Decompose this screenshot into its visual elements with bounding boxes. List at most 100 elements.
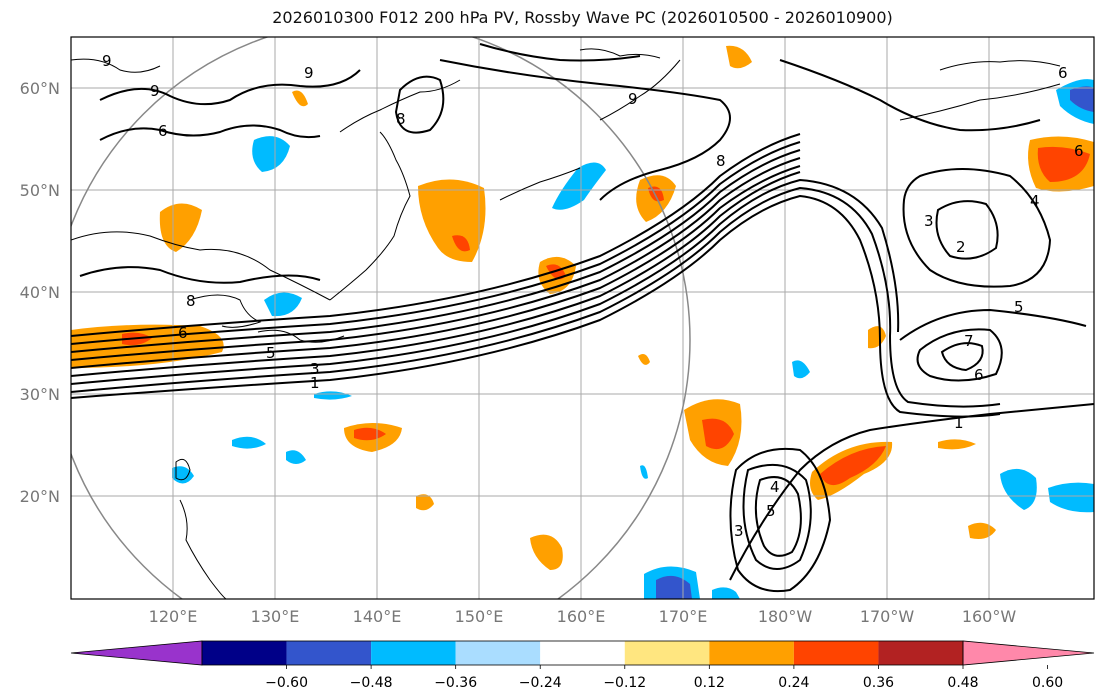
contour-label: 1 xyxy=(954,414,964,432)
colorbar-segment xyxy=(286,641,372,665)
contour-6 xyxy=(71,157,801,361)
lon-label: 150°E xyxy=(455,607,504,626)
contour-23 xyxy=(79,266,321,284)
contour-label: 9 xyxy=(150,82,160,100)
contour-12 xyxy=(902,168,1052,288)
contour-10 xyxy=(439,59,731,201)
contour-label: 9 xyxy=(304,64,314,82)
neg-anomaly-2 xyxy=(264,292,302,317)
contour-9 xyxy=(71,133,801,337)
contour-15 xyxy=(916,328,1003,382)
coastlines xyxy=(71,48,1061,599)
lat-label: 30°N xyxy=(20,385,60,404)
colorbar-tick-label: 0.24 xyxy=(778,675,809,691)
pos-anomaly-9-core xyxy=(702,418,734,450)
contour-label: 5 xyxy=(266,344,276,362)
contour-2 xyxy=(71,186,1001,408)
pos-anomaly-15 xyxy=(938,439,976,450)
neg-anomaly-7 xyxy=(172,466,194,484)
pv-contours xyxy=(71,43,1094,592)
contour-label: 9 xyxy=(628,90,638,108)
pos-anomaly-3 xyxy=(292,90,308,107)
rossby-pc-shading xyxy=(71,45,1094,599)
colorbar-tick-label: −0.48 xyxy=(350,675,393,691)
neg-anomaly-8 xyxy=(792,360,810,379)
contour-label: 6 xyxy=(158,122,168,140)
lon-label: 140°E xyxy=(353,607,402,626)
pos-anomaly-13 xyxy=(638,354,650,365)
colorbar: −0.60 −0.48 −0.36 −0.24 −0.12 0.12 0.24 0.36 0.4… xyxy=(70,640,1095,691)
pos-anomaly-16 xyxy=(968,522,996,539)
lat-label: 60°N xyxy=(20,79,60,98)
colorbar-tick-label: 0.60 xyxy=(1032,675,1063,691)
pos-anomaly-4 xyxy=(418,179,486,262)
colorbar-segment xyxy=(371,641,456,665)
lon-label: 180°W xyxy=(758,607,813,626)
contour-16 xyxy=(940,342,984,372)
contour-label: 5 xyxy=(1014,298,1024,316)
contour-label: 2 xyxy=(956,238,966,256)
neg-anomaly-4 xyxy=(314,391,352,400)
lat-axis-labels: 60°N 50°N 40°N 30°N 20°N xyxy=(20,79,60,506)
colorbar-segment xyxy=(455,641,541,665)
contour-label: 9 xyxy=(102,52,112,70)
neg-anomaly-11 xyxy=(712,587,740,599)
lat-label: 20°N xyxy=(20,487,60,506)
contour-label: 8 xyxy=(716,152,726,170)
lon-label: 130°E xyxy=(251,607,300,626)
contour-3 xyxy=(71,178,900,385)
colorbar-segment xyxy=(540,641,625,665)
contour-22 xyxy=(99,124,321,141)
colorbar-segment xyxy=(793,641,879,665)
neg-anomaly-9 xyxy=(640,465,648,479)
colorbar-segment xyxy=(624,641,710,665)
pos-anomaly-10-core xyxy=(820,446,886,486)
colorbar-tick-label: 0.12 xyxy=(694,675,725,691)
contour-11 xyxy=(394,75,445,134)
contour-19 xyxy=(729,447,832,592)
contour-24 xyxy=(479,43,641,62)
contour-label: 1 xyxy=(310,374,320,392)
pos-anomaly-4-core xyxy=(452,235,470,252)
contour-labels: 9 9 6 8 9 9 8 6 6 4 3 2 8 6 5 3 1 5 7 6 … xyxy=(102,52,1084,540)
contour-label: 3 xyxy=(734,522,744,540)
neg-anomaly-5 xyxy=(232,436,266,449)
neg-anomaly-3 xyxy=(552,162,606,210)
contour-label: 3 xyxy=(310,360,320,378)
map-area: 9 9 6 8 9 9 8 6 6 4 3 2 8 6 5 3 1 5 7 6 … xyxy=(71,37,1094,599)
map-frame xyxy=(70,36,1095,600)
colorbar-tick-label: −0.24 xyxy=(519,675,562,691)
colorbar-tick-label: −0.12 xyxy=(603,675,646,691)
colorbar-segment xyxy=(202,641,287,665)
neg-anomaly-12 xyxy=(1000,468,1037,510)
pos-anomaly-2 xyxy=(159,203,202,252)
colorbar-tick-label: −0.36 xyxy=(434,675,477,691)
colorbar-extend-max xyxy=(962,640,1095,666)
contour-label: 3 xyxy=(924,212,934,230)
colorbar-segment xyxy=(709,641,794,665)
colorbar-segment xyxy=(878,641,963,665)
neg-anomaly-1 xyxy=(252,136,290,172)
contour-label: 8 xyxy=(396,110,406,128)
neg-anomaly-14-core xyxy=(1070,86,1094,112)
lon-label: 170°W xyxy=(860,607,915,626)
pos-anomaly-14 xyxy=(868,326,886,349)
colorbar-extend-min xyxy=(70,640,203,666)
contour-4 xyxy=(71,171,801,377)
colorbar-tick-label: −0.60 xyxy=(265,675,308,691)
contour-7 xyxy=(71,149,801,353)
lat-label: 40°N xyxy=(20,283,60,302)
lon-label: 170°E xyxy=(659,607,708,626)
lon-label: 120°E xyxy=(149,607,198,626)
contour-label: 4 xyxy=(1030,192,1040,210)
contour-17 xyxy=(742,463,812,570)
neg-anomaly-6 xyxy=(286,450,306,464)
map-title: 2026010300 F012 200 hPa PV, Rossby Wave … xyxy=(272,8,893,27)
contour-14 xyxy=(899,308,1087,341)
pos-anomaly-7 xyxy=(726,45,752,69)
colorbar-outline xyxy=(201,640,964,666)
contour-8 xyxy=(71,141,801,345)
contour-label: 4 xyxy=(770,478,780,496)
contour-25 xyxy=(779,59,1041,132)
